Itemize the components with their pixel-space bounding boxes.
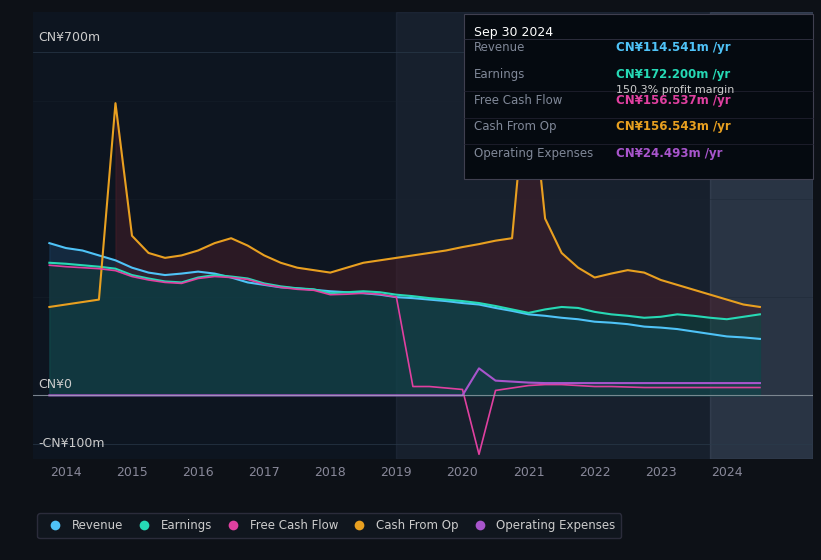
- Text: CN¥172.200m /yr: CN¥172.200m /yr: [616, 68, 730, 81]
- Legend: Revenue, Earnings, Free Cash Flow, Cash From Op, Operating Expenses: Revenue, Earnings, Free Cash Flow, Cash …: [37, 514, 621, 538]
- Text: CN¥114.541m /yr: CN¥114.541m /yr: [616, 41, 731, 54]
- Text: Sep 30 2024: Sep 30 2024: [474, 26, 553, 39]
- Text: 150.3% profit margin: 150.3% profit margin: [616, 85, 734, 95]
- Text: Cash From Op: Cash From Op: [474, 120, 556, 133]
- Text: CN¥156.537m /yr: CN¥156.537m /yr: [616, 94, 731, 107]
- Text: Revenue: Revenue: [474, 41, 525, 54]
- Text: Earnings: Earnings: [474, 68, 525, 81]
- Text: Free Cash Flow: Free Cash Flow: [474, 94, 562, 107]
- Text: -CN¥100m: -CN¥100m: [38, 437, 104, 450]
- Bar: [710, 12, 813, 459]
- Bar: [397, 12, 813, 459]
- Text: CN¥0: CN¥0: [38, 379, 72, 391]
- Text: CN¥24.493m /yr: CN¥24.493m /yr: [616, 147, 722, 160]
- Text: CN¥156.543m /yr: CN¥156.543m /yr: [616, 120, 731, 133]
- Text: Operating Expenses: Operating Expenses: [474, 147, 593, 160]
- Text: CN¥700m: CN¥700m: [38, 31, 100, 44]
